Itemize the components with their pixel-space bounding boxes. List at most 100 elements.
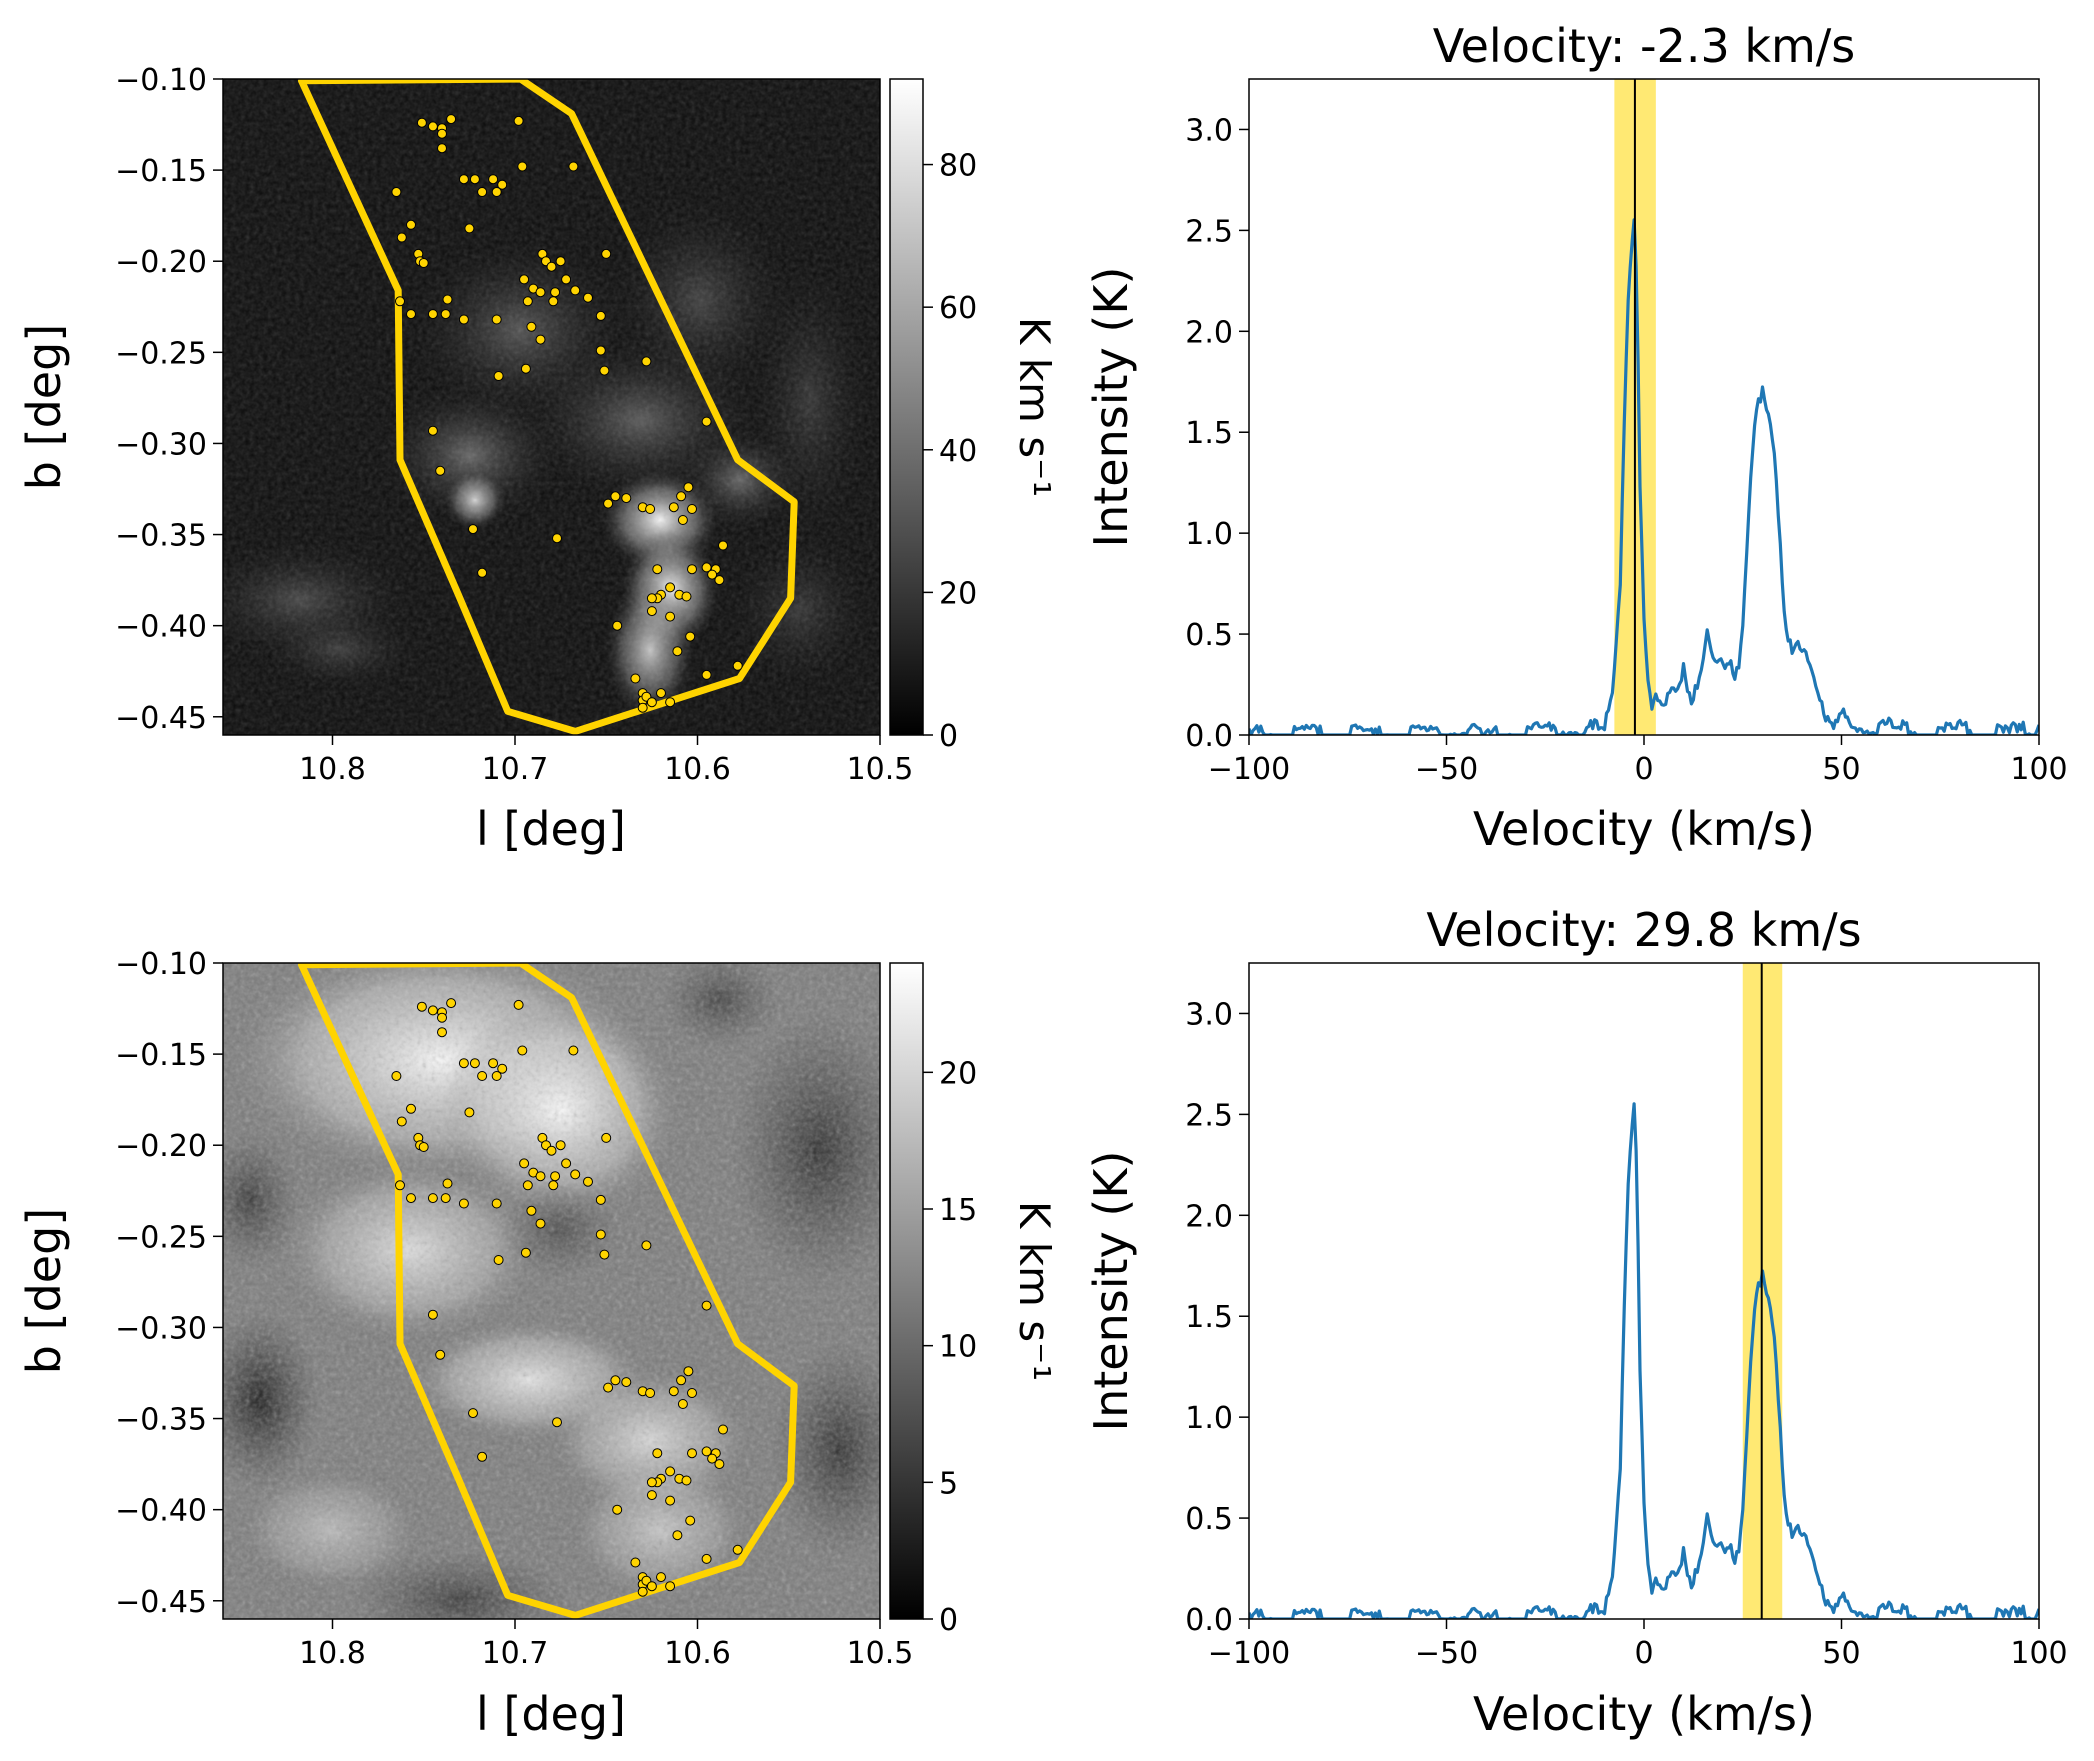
source-marker bbox=[665, 697, 676, 708]
source-marker bbox=[646, 1581, 657, 1592]
y-tick-label: 2.0 bbox=[1185, 1199, 1233, 1234]
source-marker bbox=[630, 673, 641, 684]
source-marker bbox=[469, 1058, 480, 1069]
colorbar-tick-label: 20 bbox=[939, 576, 977, 611]
source-marker bbox=[437, 143, 447, 154]
source-marker bbox=[442, 294, 453, 305]
y-tick-label: 2.5 bbox=[1185, 1098, 1233, 1133]
source-marker bbox=[435, 1349, 446, 1360]
source-marker bbox=[416, 1001, 427, 1012]
source-marker bbox=[603, 498, 614, 509]
y-tick-label: −0.30 bbox=[115, 1311, 207, 1346]
source-marker bbox=[656, 688, 666, 699]
y-tick-label: −0.10 bbox=[115, 947, 207, 982]
y-axis-label: Intensity (K) bbox=[1084, 1151, 1138, 1432]
source-marker bbox=[552, 1417, 562, 1428]
source-marker bbox=[595, 345, 606, 356]
x-tick-label: 100 bbox=[2010, 1636, 2067, 1671]
x-tick-label: −100 bbox=[1208, 752, 1290, 787]
source-marker bbox=[701, 416, 712, 427]
colorbar-tick-label: 10 bbox=[939, 1330, 977, 1365]
y-tick-label: 1.0 bbox=[1185, 517, 1233, 552]
source-marker bbox=[440, 1193, 451, 1204]
source-marker bbox=[477, 187, 488, 197]
source-marker bbox=[391, 1071, 402, 1081]
x-tick-label: −50 bbox=[1415, 1636, 1478, 1671]
x-tick-label: 10.8 bbox=[299, 752, 366, 787]
source-marker bbox=[645, 504, 656, 514]
source-marker bbox=[646, 697, 657, 708]
y-axis-label: b [deg] bbox=[17, 1208, 71, 1374]
y-tick-label: −0.40 bbox=[115, 610, 207, 645]
x-tick-label: 10.7 bbox=[482, 1636, 549, 1671]
source-marker bbox=[685, 631, 696, 642]
y-tick-label: −0.20 bbox=[115, 1129, 207, 1164]
source-marker bbox=[668, 502, 679, 513]
source-marker bbox=[513, 999, 524, 1010]
source-marker bbox=[665, 582, 676, 593]
source-marker bbox=[535, 1171, 546, 1182]
source-marker bbox=[497, 179, 508, 190]
source-marker bbox=[637, 702, 648, 713]
y-tick-label: −0.15 bbox=[115, 1038, 207, 1073]
y-tick-label: −0.35 bbox=[115, 1403, 207, 1438]
source-marker bbox=[568, 161, 579, 172]
source-marker bbox=[555, 256, 566, 267]
source-marker bbox=[701, 1553, 712, 1564]
source-marker bbox=[641, 1240, 652, 1251]
source-marker bbox=[599, 365, 610, 376]
source-marker bbox=[646, 1490, 657, 1501]
moment-map-bottom: 10.8 10.7 10.6 10.5 −0.10 −0.15 −0.20 −0.25 −0.3… bbox=[17, 947, 1059, 1741]
y-tick-label: 0.0 bbox=[1185, 1603, 1233, 1638]
source-marker bbox=[469, 174, 480, 185]
source-marker bbox=[548, 1180, 559, 1191]
source-marker bbox=[406, 1103, 416, 1114]
source-marker bbox=[427, 1309, 438, 1320]
source-marker bbox=[468, 524, 478, 535]
spectrum-bottom: Velocity: 29.8 km/s −100 −50 0 50 100 0.0 0.5 1… bbox=[1084, 903, 2068, 1741]
source-marker bbox=[732, 660, 743, 671]
source-marker bbox=[491, 314, 502, 325]
source-marker bbox=[687, 504, 697, 514]
source-marker bbox=[406, 309, 416, 320]
source-marker bbox=[687, 1448, 697, 1459]
source-marker bbox=[416, 117, 427, 128]
source-marker bbox=[522, 296, 533, 307]
x-tick-label: 10.6 bbox=[664, 1636, 731, 1671]
source-marker bbox=[718, 540, 728, 551]
x-tick-label: 0 bbox=[1634, 752, 1653, 787]
y-tick-label: −0.15 bbox=[115, 154, 207, 189]
source-marker bbox=[665, 1581, 676, 1592]
x-tick-label: 10.5 bbox=[847, 752, 914, 787]
source-marker bbox=[683, 1366, 694, 1377]
colorbar-tick-label: 80 bbox=[939, 149, 977, 184]
source-marker bbox=[427, 309, 438, 320]
source-marker bbox=[665, 1466, 676, 1477]
map-frame bbox=[222, 962, 881, 1620]
source-marker bbox=[513, 115, 524, 126]
source-marker bbox=[610, 1375, 621, 1386]
colorbar-label: K km s⁻¹ bbox=[1010, 317, 1059, 497]
source-marker bbox=[621, 1377, 632, 1388]
x-tick-label: −50 bbox=[1415, 752, 1478, 787]
source-marker bbox=[646, 593, 657, 604]
source-marker bbox=[681, 591, 692, 602]
source-marker bbox=[437, 128, 447, 139]
source-marker bbox=[612, 620, 623, 631]
source-marker bbox=[406, 1193, 416, 1204]
source-marker bbox=[595, 310, 606, 321]
source-marker bbox=[488, 1058, 499, 1069]
source-marker bbox=[535, 334, 546, 345]
source-marker bbox=[526, 321, 537, 332]
source-marker bbox=[395, 1180, 405, 1191]
source-marker bbox=[519, 274, 530, 285]
source-marker bbox=[570, 1169, 581, 1180]
x-tick-label: 10.5 bbox=[847, 1636, 914, 1671]
y-tick-label: 1.5 bbox=[1185, 1300, 1233, 1335]
source-marker bbox=[570, 285, 581, 296]
y-axis-label: Intensity (K) bbox=[1084, 267, 1138, 548]
source-marker bbox=[701, 669, 712, 680]
y-tick-label: 0.0 bbox=[1185, 719, 1233, 754]
source-marker bbox=[477, 1071, 488, 1081]
